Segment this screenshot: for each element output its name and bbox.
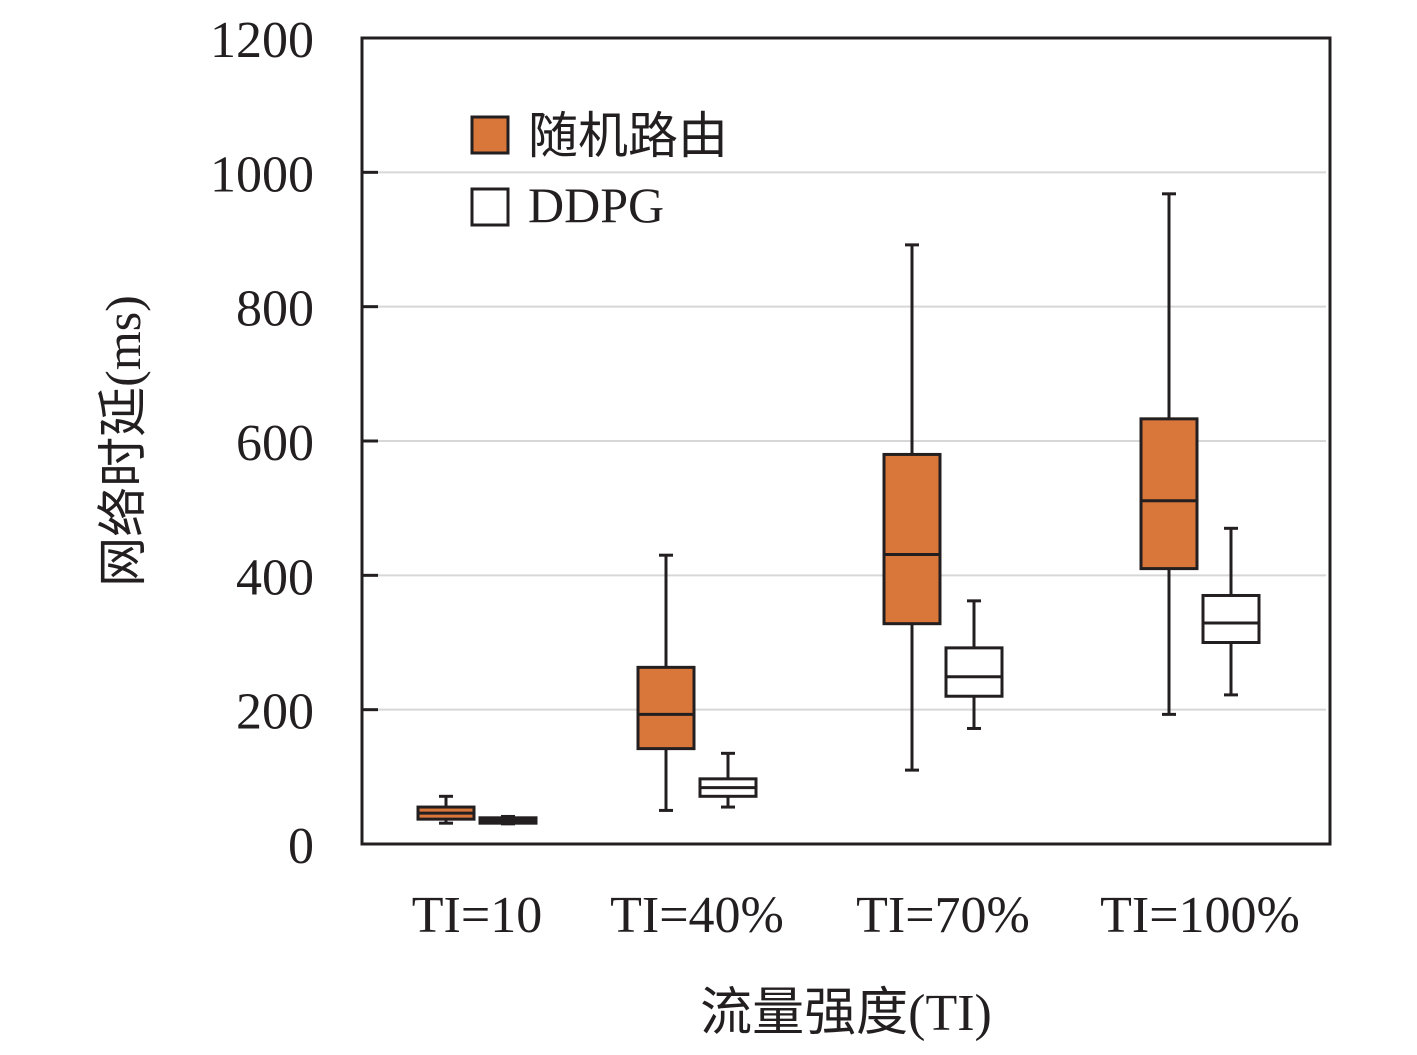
y-tick-label: 1000 [210,146,314,203]
box-random-routing [1139,192,1199,716]
box-random-routing [636,553,696,812]
y-tick-label: 800 [236,281,314,338]
y-tick-label: 600 [236,415,314,472]
box-ddpg [1201,526,1261,697]
box-iqr [882,452,942,626]
box-iqr [1201,593,1261,645]
box-iqr [944,646,1004,698]
y-tick-label: 0 [288,818,314,875]
box-ddpg [478,814,538,826]
legend-label-ddpg: DDPG [528,177,664,233]
legend-swatch-random-routing [470,115,510,155]
x-tick-label: TI=100% [1100,887,1300,944]
x-axis-label: 流量强度(TI) [700,985,992,1042]
legend-swatch-ddpg [470,187,510,227]
y-tick-label: 400 [236,549,314,606]
y-tick-label: 1200 [210,12,314,69]
y-axis-label: 网络时延(ms) [95,295,151,587]
y-axis-ticks: 0 200 400 600 800 1000 1200 [210,12,378,875]
box-series [416,192,1261,826]
box-random-routing [882,243,942,772]
grid-lines [362,171,1326,711]
box-ddpg [944,599,1004,730]
y-tick-label: 200 [236,684,314,741]
box-iqr [1139,417,1199,571]
legend-label-random-routing: 随机路由 [528,108,728,164]
box-ddpg [698,751,758,809]
plot-frame [360,36,1332,846]
x-tick-label: TI=40% [610,887,784,944]
x-tick-label: TI=70% [856,887,1030,944]
box-iqr [636,665,696,751]
x-tick-label: TI=10 [412,887,542,944]
box-random-routing [416,794,476,825]
legend: 随机路由 DDPG [470,108,728,233]
x-axis-ticks: TI=10 TI=40% TI=70% TI=100% [412,887,1300,944]
